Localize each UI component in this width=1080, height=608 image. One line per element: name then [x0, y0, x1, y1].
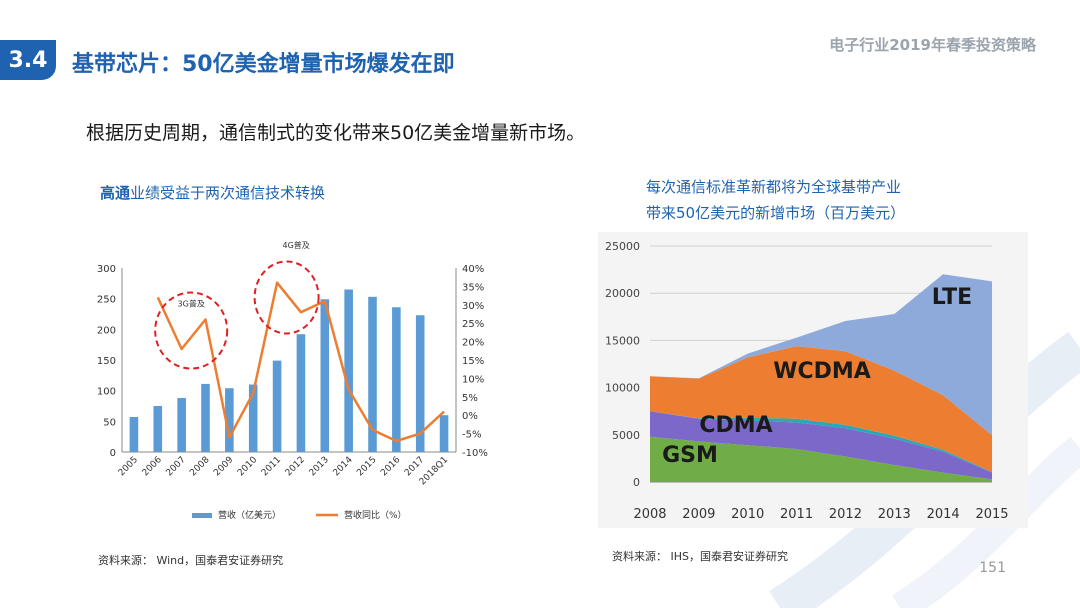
right-y-tick-label: 25%	[462, 319, 484, 330]
caption-line-1: 每次通信标准革新都将为全球基带产业	[646, 178, 902, 196]
right-y-tick-label: 5%	[462, 393, 478, 404]
3g-highlight-circle	[154, 291, 229, 370]
series-label-gsm: GSM	[662, 443, 718, 468]
revenue-bar	[320, 299, 330, 452]
y-tick-label: 15000	[605, 334, 640, 347]
right-y-tick-label: 40%	[462, 264, 484, 275]
revenue-bar	[225, 388, 234, 452]
legend-bar-swatch	[192, 513, 212, 518]
legend-line-label: 营收同比（%）	[344, 509, 407, 521]
x-tick-label: 2008	[633, 507, 666, 522]
caption-company: 高通	[100, 184, 131, 202]
right-y-tick-label: 15%	[462, 356, 484, 367]
left-y-tick-label: 300	[97, 264, 116, 275]
qualcomm-revenue-chart: 0 50 100 150 200 250 300 -10% -5% 0% 5% 10% 15% 20% 25…	[84, 232, 520, 532]
left-y-tick-label: 0	[110, 448, 116, 459]
right-y-tick-label: 10%	[462, 374, 484, 385]
4g-annotation: 4G普及	[283, 240, 310, 250]
y-tick-label: 0	[633, 476, 640, 489]
right-chart-caption: 每次通信标准革新都将为全球基带产业 带来50亿美元的新增市场（百万美元）	[646, 174, 905, 226]
baseband-market-chart: 0 5000 10000 15000 20000 25000 2008 2009 2010 201…	[598, 232, 1028, 528]
x-tick-label: 2011	[780, 507, 813, 522]
right-y-tick-label: -5%	[462, 430, 481, 441]
section-number-badge: 3.4	[0, 40, 56, 80]
caption-line-2: 带来50亿美元的新增市场（百万美元）	[646, 204, 906, 222]
yoy-growth-line	[156, 281, 445, 443]
y-tick-label: 10000	[605, 382, 640, 395]
lead-text: 根据历史周期，通信制式的变化带来50亿美金增量新市场。	[86, 122, 586, 144]
x-tick-label: 2012	[829, 507, 862, 522]
series-label-lte: LTE	[932, 285, 972, 310]
area-wcdma	[650, 346, 992, 473]
left-y-tick-label: 50	[103, 417, 116, 428]
revenue-bar	[272, 360, 282, 452]
x-tick-label: 2009	[682, 507, 715, 522]
right-y-tick-label: 35%	[462, 282, 484, 293]
x-tick-label: 2014	[927, 507, 960, 522]
revenue-bar	[129, 417, 139, 452]
right-y-tick-label: 20%	[462, 338, 484, 349]
right-y-tick-label: 0%	[462, 411, 478, 422]
y-tick-label: 5000	[612, 429, 640, 442]
3g-annotation: 3G普及	[178, 299, 205, 309]
y-tick-label: 25000	[605, 240, 640, 253]
section-title: 基带芯片：50亿美金增量市场爆发在即	[72, 52, 455, 77]
4g-highlight-circle	[253, 260, 320, 335]
x-tick-label: 2013	[878, 507, 911, 522]
area-cdma	[650, 411, 992, 480]
legend-bar-label: 营收（亿美元）	[218, 509, 281, 521]
area-lte	[650, 274, 992, 436]
series-label-cdma: CDMA	[699, 413, 772, 438]
revenue-bar	[248, 384, 258, 452]
left-y-tick-label: 200	[97, 325, 116, 336]
right-y-tick-label: -10%	[462, 448, 488, 459]
area-gsm	[650, 436, 992, 482]
revenue-bar	[368, 296, 377, 452]
series-label-wcdma: WCDMA	[773, 359, 871, 384]
right-source-note: 资料来源： IHS，国泰君安证券研究	[612, 550, 788, 563]
left-y-tick-label: 100	[97, 387, 116, 398]
revenue-bar	[296, 334, 306, 452]
left-y-tick-label: 150	[97, 356, 116, 367]
left-chart-caption: 高通业绩受益于两次通信技术转换	[100, 182, 325, 203]
x-tick-label: 2015	[975, 507, 1008, 522]
page-number: 151	[979, 560, 1006, 576]
revenue-bar	[392, 307, 401, 452]
y-tick-label: 20000	[605, 287, 640, 300]
area-td	[650, 411, 992, 473]
report-name: 电子行业2019年春季投资策略	[829, 36, 1036, 54]
revenue-bar	[177, 398, 186, 452]
revenue-bar	[415, 315, 425, 452]
caption-rest: 业绩受益于两次通信技术转换	[130, 184, 326, 202]
x-tick-label: 2010	[731, 507, 764, 522]
left-source-note: 资料来源： Wind，国泰君安证券研究	[98, 554, 284, 567]
revenue-bar	[201, 383, 210, 452]
revenue-bar	[153, 406, 163, 452]
left-y-tick-label: 250	[97, 295, 116, 306]
revenue-bar	[344, 289, 353, 452]
revenue-bar	[439, 415, 449, 452]
right-y-tick-label: 30%	[462, 301, 484, 312]
